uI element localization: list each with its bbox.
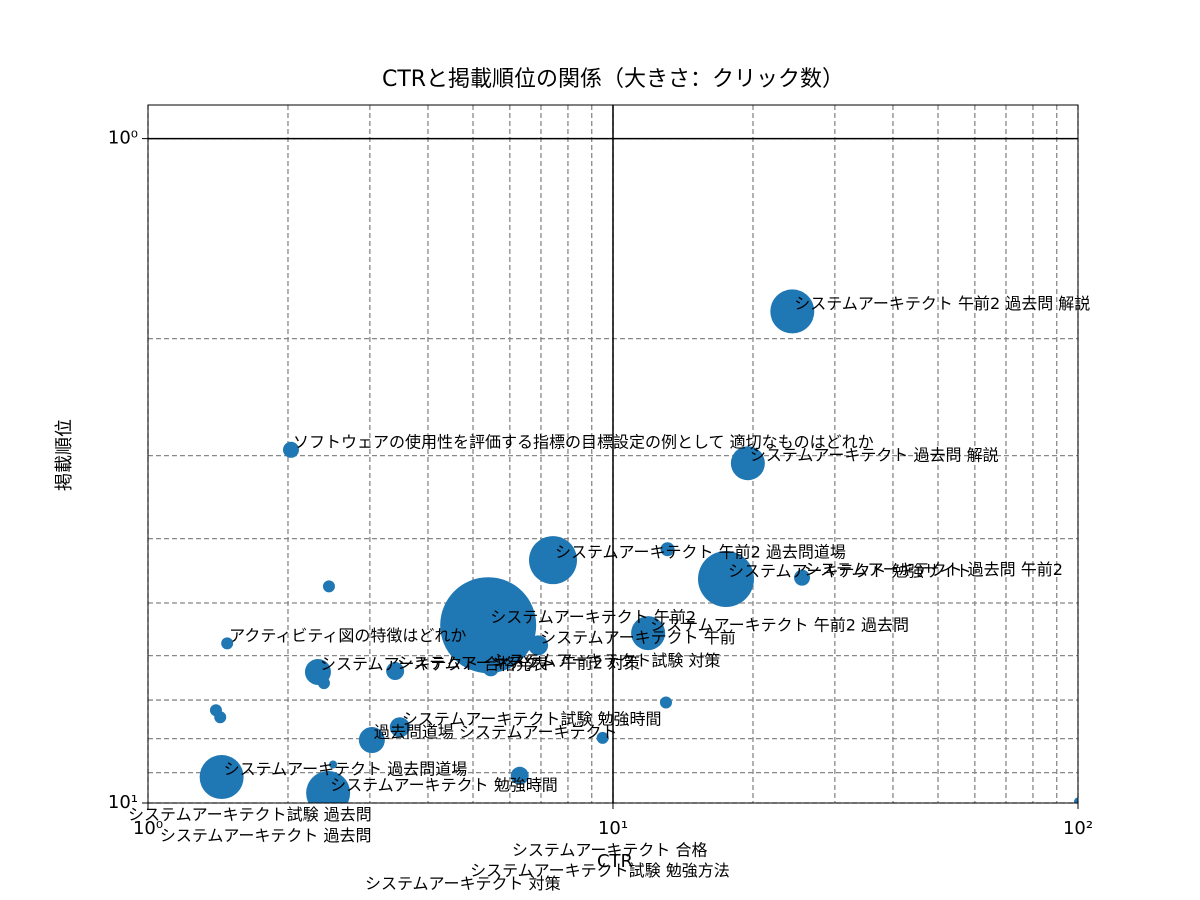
point	[214, 711, 227, 724]
point	[510, 766, 529, 785]
point-label: システムアーキテクト試験 過去問	[128, 805, 372, 824]
point	[317, 677, 330, 690]
point-label: システムアーキテクト試験 対策	[493, 651, 721, 670]
point	[730, 446, 765, 481]
point	[389, 717, 410, 738]
point-label: システムアーキテクト 午前2 過去問 解説	[794, 294, 1090, 313]
point	[306, 771, 351, 803]
point-label: システムアーキテクト 過去問	[160, 826, 372, 845]
point	[221, 637, 234, 650]
point-label: システムアーキテクト試験 勉強時間	[402, 710, 662, 729]
x-tick-label: 10¹	[598, 818, 628, 839]
point-label: システムアーキテクト 過去問 解説	[750, 446, 999, 465]
y-axis-title: 掲載順位	[54, 419, 75, 491]
ticks: 10⁰ 10¹ 10² 10⁰ 10¹	[108, 128, 1093, 839]
point	[329, 760, 338, 769]
point	[631, 616, 666, 651]
x-tick-label: 10²	[1063, 818, 1093, 839]
point-label: システムアーキテクト 午前2 対策	[397, 654, 640, 673]
point	[659, 696, 672, 709]
point-label: システムアーキテクト 対策	[365, 874, 561, 893]
grid	[147, 105, 1079, 804]
point	[358, 727, 385, 754]
point	[528, 635, 549, 656]
point-label: システムアーキテクト 午前2 過去問	[650, 616, 909, 635]
point-label: システムアーキテクト 過去問 午前2	[804, 560, 1063, 579]
point-label: システムアーキテクト 午前2	[490, 608, 696, 627]
point-label: システムアーキテクト 合格発表	[320, 654, 548, 673]
point	[770, 289, 815, 334]
point	[199, 755, 244, 800]
x-axis-title: CTR	[597, 851, 633, 872]
point	[794, 569, 811, 586]
point-label: システムアーキテクト 合格	[512, 841, 708, 860]
x-tick-label: 10⁰	[133, 818, 163, 839]
point	[482, 660, 499, 677]
chart-title: CTRと掲載順位の関係（大きさ：クリック数）	[382, 67, 844, 92]
y-tick-label: 10⁰	[108, 128, 138, 149]
point	[596, 731, 609, 744]
point-label: システムアーキテクト 過去問道場	[224, 760, 468, 779]
point-label: システムアーキテクト 勉強サイト	[728, 561, 972, 580]
point-label: システムアーキテクト試験 勉強方法	[470, 861, 730, 880]
point-labels: システムアーキテクト 午前2 過去問 解説ソフトウェアの使用性を評価する指標の目…	[128, 294, 1090, 893]
point	[698, 550, 755, 607]
point	[386, 662, 405, 681]
point-label: システムアーキテクト 午前2 過去問道場	[555, 543, 846, 562]
point-label: システムアーキテクト 午前	[540, 628, 736, 647]
points	[199, 289, 1078, 803]
point	[529, 536, 578, 585]
point	[1074, 797, 1078, 803]
point	[282, 441, 299, 458]
point	[322, 580, 335, 593]
point-label: 過去問道場 システムアーキテクト	[374, 723, 618, 742]
y-tick-label: 10¹	[108, 792, 138, 813]
point-label: アクティビティ図の特徴はどれか	[229, 626, 466, 645]
point	[440, 577, 537, 674]
point-label: ソフトウェアの使用性を評価する指標の目標設定の例として 適切なものはどれか	[293, 432, 874, 451]
point	[660, 542, 675, 557]
point-label: システムアーキテクト 勉強時間	[330, 776, 558, 795]
